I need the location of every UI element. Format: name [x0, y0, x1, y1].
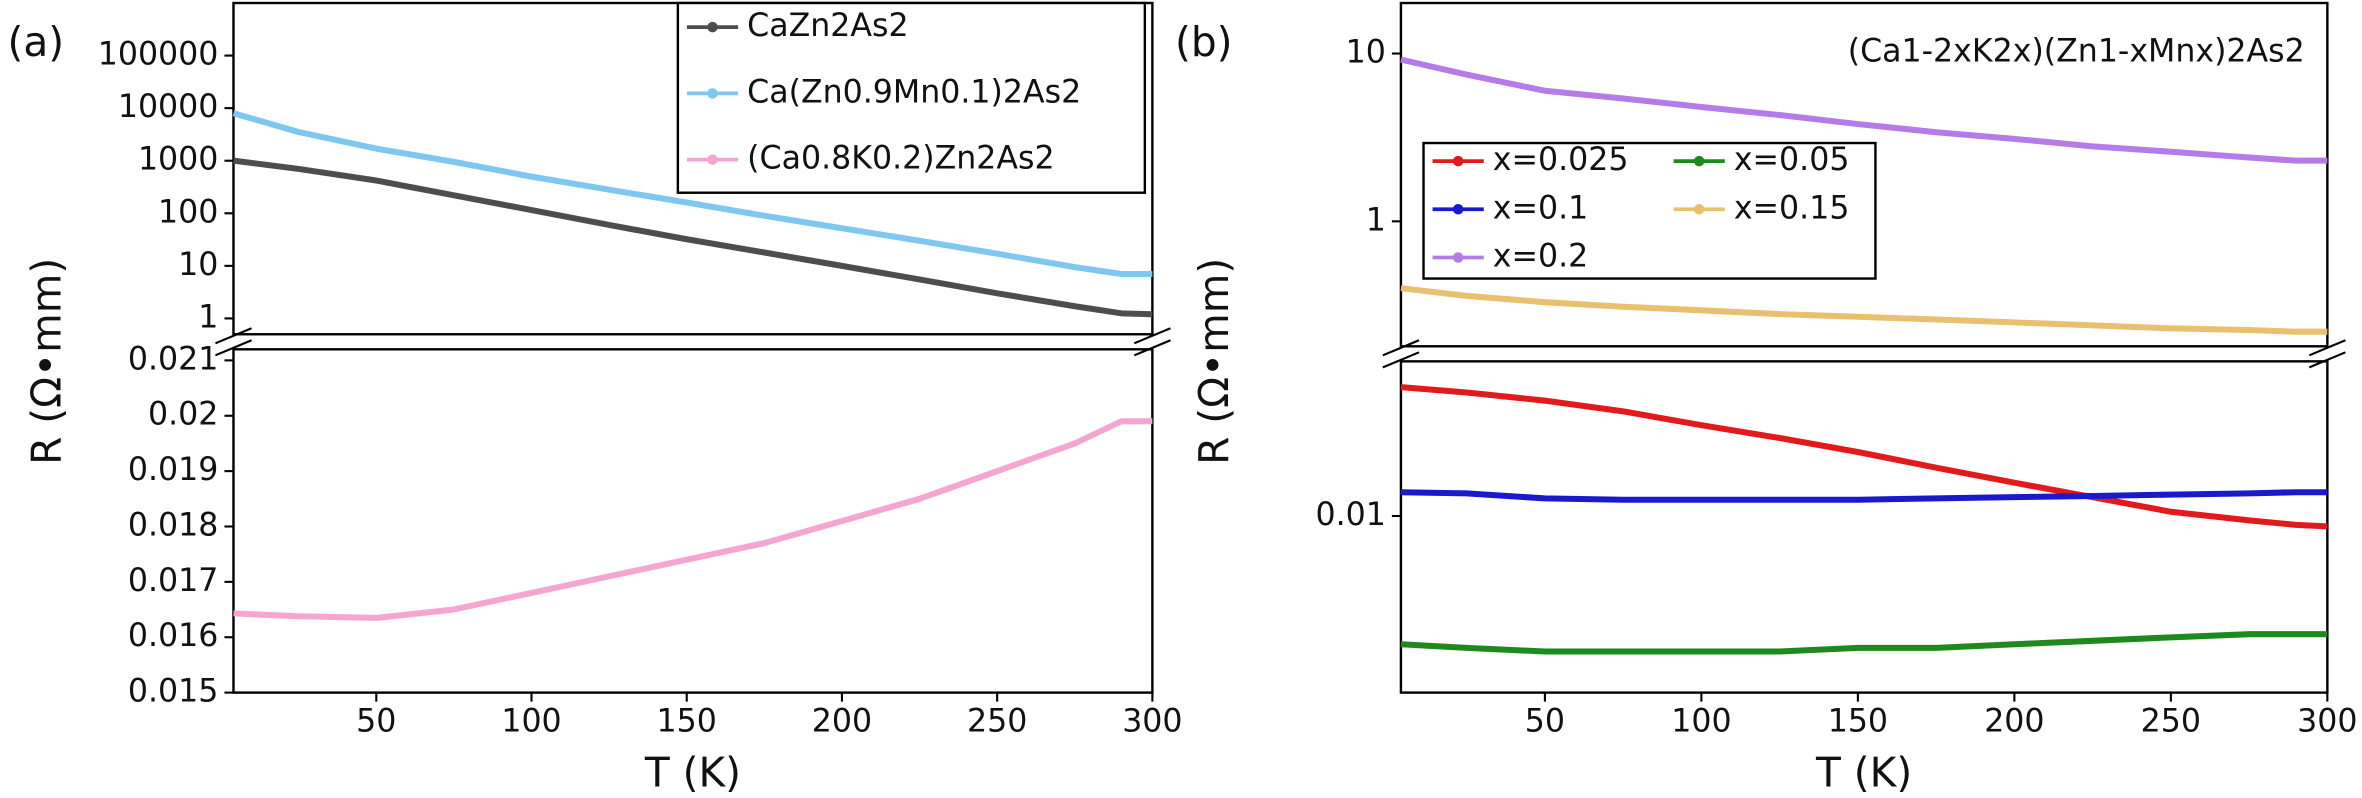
- legend-marker: [707, 21, 718, 33]
- series-line: [1400, 56, 2328, 164]
- series-line: [233, 157, 1153, 318]
- y-tick-label: 0.018: [128, 507, 219, 543]
- y-tick-label: 0.02: [148, 397, 218, 433]
- axis-break: [2308, 339, 2346, 357]
- legend-box: [676, 1, 1147, 194]
- legend-label: Ca(Zn0.9Mn0.1)2As2: [747, 74, 1081, 110]
- axis-break: [1133, 327, 1171, 345]
- legend-marker: [1452, 252, 1464, 263]
- legend-box: [1422, 141, 1877, 280]
- series-line: [1400, 285, 2328, 335]
- y-tick-label: 0.01: [1315, 497, 1385, 533]
- x-tick-label: 50: [1525, 704, 1565, 740]
- y-tick-label: 10: [1346, 35, 1386, 71]
- legend-label: x=0.025: [1493, 142, 1629, 178]
- y-tick-label: 10000: [118, 89, 219, 125]
- legend-label: x=0.05: [1734, 142, 1850, 178]
- x-axis-label: T (K): [644, 748, 741, 796]
- y-tick-label: 100000: [98, 37, 219, 73]
- y-tick-label: 0.021: [128, 341, 219, 377]
- x-tick-label: 200: [812, 704, 872, 740]
- x-tick-label: 100: [501, 704, 561, 740]
- axes-frame: [1399, 1, 2329, 348]
- series-line: [1400, 489, 2328, 503]
- axis-break: [1133, 339, 1171, 357]
- y-axis-label: R (Ω•mm): [23, 258, 71, 465]
- legend-label: x=0.15: [1734, 190, 1850, 226]
- legend-label: CaZn2As2: [747, 8, 908, 44]
- series-line: [233, 418, 1153, 621]
- y-tick-label: 0.019: [128, 452, 219, 488]
- x-tick-label: 150: [1828, 704, 1888, 740]
- legend-label: (Ca0.8K0.2)Zn2As2: [747, 141, 1054, 177]
- y-tick-label: 10: [178, 247, 218, 283]
- y-axis-label: R (Ω•mm): [1190, 258, 1238, 465]
- legend-label: x=0.1: [1493, 190, 1588, 226]
- y-tick-label: 1: [1366, 202, 1386, 238]
- y-tick-label: 1000: [138, 142, 218, 178]
- x-tick-label: 250: [2141, 704, 2201, 740]
- axes-frame: [1399, 360, 2329, 694]
- panel-label: (a): [8, 18, 65, 66]
- y-tick-label: 0.015: [128, 674, 219, 710]
- x-tick-label: 100: [1671, 704, 1731, 740]
- series-line: [232, 110, 1153, 278]
- series-line: [1400, 384, 2328, 530]
- y-tick-label: 0.017: [128, 563, 219, 599]
- panel-label: (b): [1175, 18, 1233, 66]
- x-tick-label: 200: [1984, 704, 2044, 740]
- y-tick-label: 0.016: [128, 618, 219, 654]
- legend-marker: [1452, 155, 1464, 167]
- legend-marker: [707, 154, 718, 165]
- series-line: [1400, 631, 2328, 655]
- x-tick-label: 50: [356, 704, 396, 740]
- y-tick-label: 1: [198, 299, 218, 335]
- x-axis-label: T (K): [1815, 748, 1912, 796]
- axis-break: [1382, 339, 1420, 357]
- legend-label: x=0.2: [1493, 238, 1588, 274]
- axis-break: [215, 327, 252, 345]
- annotation: (Ca1-2xK2x)(Zn1-xMnx)2As2: [1848, 34, 2305, 70]
- axis-break: [2308, 351, 2346, 369]
- x-tick-label: 300: [2297, 704, 2357, 740]
- axis-break: [215, 339, 252, 357]
- legend-marker: [1452, 204, 1464, 215]
- legend-marker: [1693, 155, 1705, 167]
- y-tick-label: 100: [158, 194, 218, 230]
- legend-marker: [1693, 204, 1705, 215]
- axis-break: [1382, 351, 1420, 369]
- x-tick-label: 250: [967, 704, 1027, 740]
- axes-frame: [232, 348, 1154, 694]
- x-tick-label: 150: [657, 704, 717, 740]
- legend-marker: [707, 88, 718, 99]
- x-tick-label: 300: [1122, 704, 1182, 740]
